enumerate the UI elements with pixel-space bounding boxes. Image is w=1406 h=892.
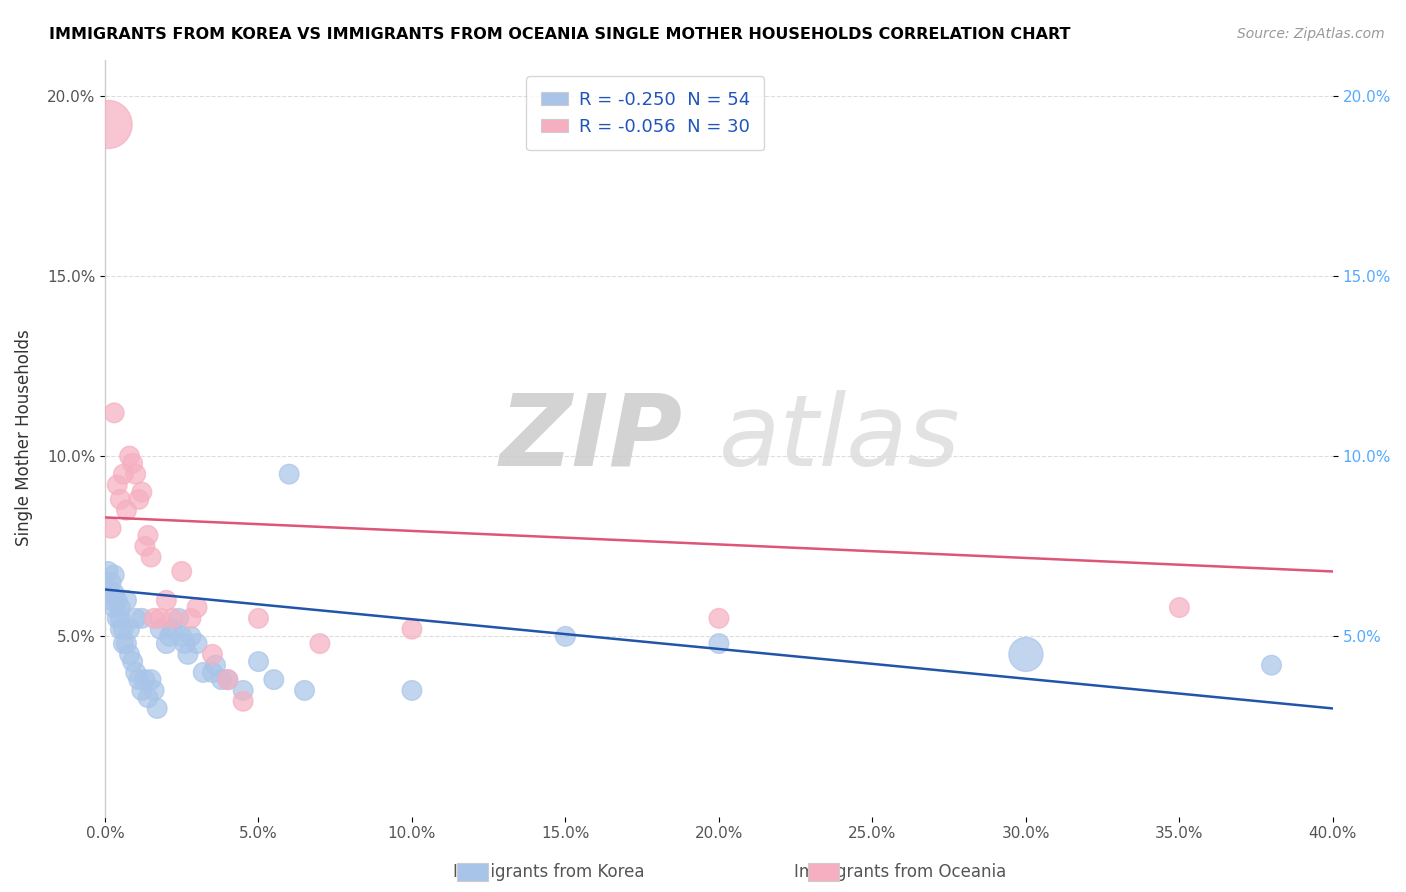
Point [103,600,125,615]
Point [186,600,208,615]
Point [136,528,159,542]
Point [180,611,202,625]
Point [97,118,120,132]
Legend: R = -0.250  N = 54, R = -0.056  N = 30: R = -0.250 N = 54, R = -0.056 N = 30 [526,76,765,150]
Point [263,673,285,687]
Text: ZIP: ZIP [499,390,682,487]
Point [139,673,162,687]
Point [112,622,135,636]
Point [103,586,125,600]
Point [128,673,150,687]
Point [112,636,135,650]
Point [211,673,233,687]
Point [162,622,184,636]
Point [173,636,195,650]
Text: Immigrants from Korea: Immigrants from Korea [453,863,644,881]
Point [115,593,138,607]
Point [155,636,177,650]
Point [131,611,153,625]
Point [217,673,239,687]
Point [110,622,132,636]
Text: IMMIGRANTS FROM KOREA VS IMMIGRANTS FROM OCEANIA SINGLE MOTHER HOUSEHOLDS CORREL: IMMIGRANTS FROM KOREA VS IMMIGRANTS FROM… [49,27,1071,42]
Point [97,582,120,597]
Text: Immigrants from Oceania: Immigrants from Oceania [794,863,1005,881]
Point [247,655,270,669]
Point [103,406,125,420]
Point [294,683,316,698]
Point [125,611,148,625]
Point [110,492,132,507]
Point [100,575,122,590]
Point [1260,658,1282,673]
Point [134,539,156,553]
Point [201,648,224,662]
Point [112,467,135,482]
Point [143,611,166,625]
Point [121,456,143,470]
Point [118,648,141,662]
Point [247,611,270,625]
Point [136,690,159,705]
Point [97,565,120,579]
Point [707,636,730,650]
Point [170,565,193,579]
Point [105,611,128,625]
Point [170,629,193,643]
Point [125,467,148,482]
Point [118,449,141,463]
Point [110,600,132,615]
Point [204,658,226,673]
Point [143,683,166,698]
Point [105,593,128,607]
Point [105,478,128,492]
Point [707,611,730,625]
Point [1168,600,1191,615]
Point [401,622,423,636]
Point [103,568,125,582]
Point [131,485,153,500]
Point [115,503,138,517]
Point [162,611,184,625]
Point [401,683,423,698]
Point [100,593,122,607]
Point [201,665,224,680]
Point [139,550,162,565]
Text: atlas: atlas [718,390,960,487]
Point [1015,648,1038,662]
Point [186,636,208,650]
Point [554,629,576,643]
Point [278,467,301,482]
Point [121,655,143,669]
Point [155,593,177,607]
Point [309,636,332,650]
Y-axis label: Single Mother Households: Single Mother Households [15,330,32,547]
Point [131,683,153,698]
Point [134,673,156,687]
Point [159,629,181,643]
Point [100,521,122,535]
Point [149,622,172,636]
Point [180,629,202,643]
Point [115,636,138,650]
Point [232,683,254,698]
Point [193,665,215,680]
Point [128,492,150,507]
Point [118,622,141,636]
Point [149,611,172,625]
Point [232,694,254,708]
Point [146,701,169,715]
Point [125,665,148,680]
Point [177,648,200,662]
Point [110,611,132,625]
Point [217,673,239,687]
Text: Source: ZipAtlas.com: Source: ZipAtlas.com [1237,27,1385,41]
Point [167,611,190,625]
